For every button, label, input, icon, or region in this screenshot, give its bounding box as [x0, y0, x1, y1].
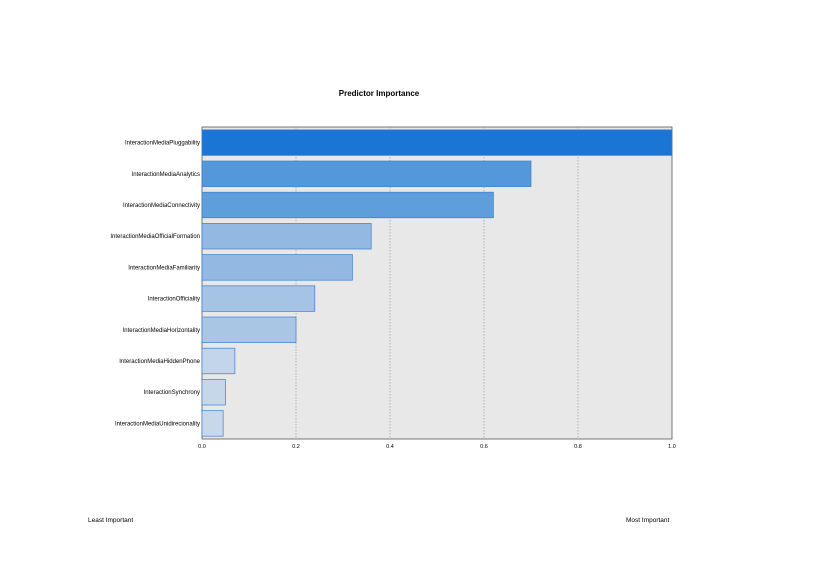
- x-tick-label: 0.0: [198, 444, 206, 450]
- bars: [201, 129, 673, 437]
- chart-title: Predictor Importance: [338, 89, 420, 98]
- category-label: InteractionMediaUnidirecionality: [115, 421, 200, 427]
- x-tick-label: 0.6: [480, 444, 488, 450]
- category-label: InteractionMediaHiddenPhone: [119, 359, 200, 365]
- bar: [201, 191, 494, 219]
- bar: [201, 285, 316, 312]
- bar: [201, 347, 236, 375]
- category-label: InteractionMediaConnectivity: [123, 203, 200, 209]
- bar: [201, 410, 224, 437]
- x-tick-label: 1.0: [668, 444, 676, 450]
- bar: [201, 160, 532, 187]
- bar: [201, 379, 226, 406]
- x-tick-label: 0.4: [386, 444, 394, 450]
- bar: [201, 316, 297, 343]
- bar: [201, 129, 673, 156]
- legend-least-important: Least Important: [88, 517, 134, 524]
- category-label: InteractionMediaOfficialFormation: [110, 234, 200, 240]
- category-label: InteractionMediaAnalytics: [132, 172, 200, 178]
- category-labels: InteractionMediaPluggability InteractionM…: [110, 141, 200, 428]
- category-label: InteractionMediaHorizontality: [123, 328, 200, 334]
- x-tick-label: 0.8: [574, 444, 582, 450]
- category-label: InteractionSynchrony: [144, 390, 200, 396]
- category-label: InteractionMediaFamiliarity: [128, 265, 200, 271]
- x-axis-ticks: 0.0 0.2 0.4 0.6 0.8 1.0: [198, 444, 676, 450]
- bar: [201, 254, 353, 281]
- legend-most-important: Most Important: [626, 517, 670, 524]
- category-label: InteractionOfficiality: [148, 297, 200, 303]
- category-label: InteractionMediaPluggability: [125, 141, 200, 147]
- x-tick-label: 0.2: [292, 444, 300, 450]
- bar: [201, 223, 372, 250]
